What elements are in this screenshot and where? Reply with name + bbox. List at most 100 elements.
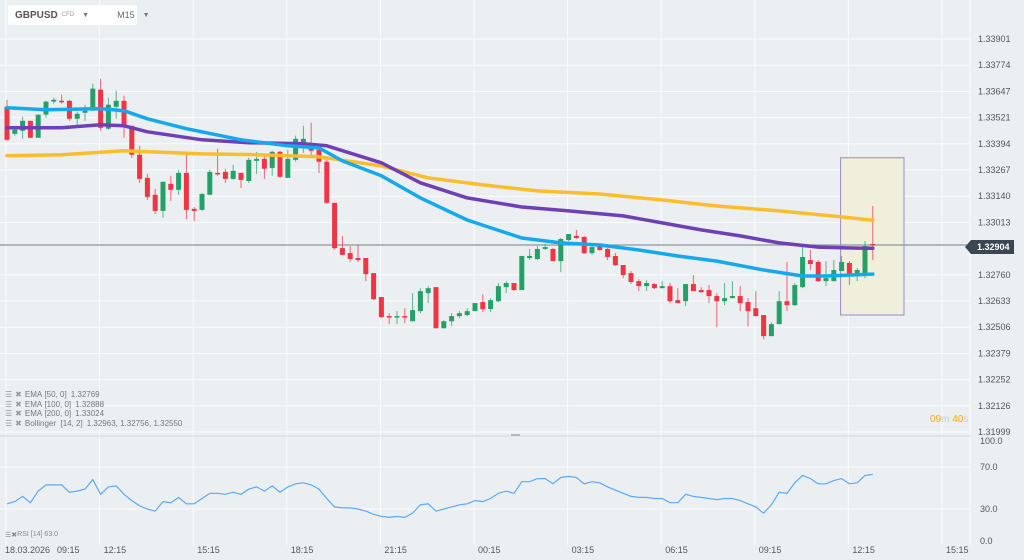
time-axis[interactable]: 18.03.2026 09:15 12:15 15:15 18:15 21:15 00:15… (5, 545, 969, 555)
price-tick-label: 1.33140 (978, 191, 1011, 201)
rsi-value: 63.0 (44, 531, 59, 538)
candle-bearish (378, 297, 384, 318)
timeframe-dropdown-icon[interactable]: ▼ (142, 11, 150, 19)
settings-icon[interactable]: ☰ (5, 409, 13, 418)
rsi-params: [14] (30, 531, 43, 538)
candle-bullish (566, 234, 572, 241)
candle-bearish (339, 248, 345, 255)
price-tick-label: 1.32252 (978, 375, 1011, 385)
candle-bearish (605, 248, 611, 257)
candle-bullish (456, 313, 462, 317)
close-icon[interactable]: ✖ (15, 390, 22, 399)
candle-bullish (644, 283, 650, 287)
time-tick-label: 12:15 (852, 545, 875, 555)
symbol-name[interactable]: GBPUSD (15, 9, 58, 21)
pane-resize-handle[interactable] (511, 434, 520, 436)
candle-bearish (129, 125, 135, 155)
candle-bullish (300, 138, 306, 145)
time-tick-label: 12:15 (104, 545, 127, 555)
candle-bearish (4, 106, 10, 140)
candle-bearish (332, 202, 338, 249)
candle-bearish (651, 284, 657, 289)
candle-bullish (20, 120, 26, 131)
candle-bullish (722, 298, 728, 302)
candle-bullish (792, 285, 798, 306)
candle-bullish (589, 247, 595, 254)
candle-bullish (160, 181, 166, 211)
close-icon[interactable]: ✖ (11, 532, 18, 539)
time-tick-label: 00:15 (478, 545, 501, 555)
candle-bearish (144, 177, 150, 197)
close-icon[interactable]: ✖ (15, 418, 22, 428)
candle-bullish (823, 278, 829, 282)
candle-bullish (495, 286, 501, 302)
candle-bearish (846, 262, 852, 275)
price-axis[interactable]: 1.33901 1.33774 1.33647 1.33521 1.33394 1.332… (978, 34, 1011, 437)
candle-bearish (675, 300, 681, 304)
candle-bearish (612, 255, 618, 266)
candle-bearish (807, 260, 813, 265)
candle-bullish (862, 246, 868, 274)
candle-bearish (222, 171, 228, 179)
candle-bearish (191, 208, 197, 211)
legend-params: [14, 2] (60, 418, 83, 428)
legend-label: EMA (24, 409, 43, 418)
symbol-selector[interactable]: GBPUSD CFD ▼ M15 ▼ (8, 5, 150, 25)
candle-bearish (59, 100, 65, 103)
candle-bearish (308, 148, 314, 151)
legend-ema100: ☰ ✖ EMA [100, 0] 1.32888 (5, 400, 182, 410)
settings-icon[interactable]: ☰ (5, 399, 13, 409)
legend-ema50: ☰ ✖ EMA [50, 0] 1.32769 (5, 390, 182, 400)
price-tick-label: 1.32760 (978, 270, 1011, 280)
legend-label: EMA (24, 390, 43, 399)
candle-bearish (433, 287, 439, 329)
settings-icon[interactable]: ☰ (5, 532, 12, 539)
candle-bearish (761, 315, 767, 337)
instrument-type: CFD (61, 12, 75, 18)
symbol-dropdown-icon[interactable]: ▼ (82, 11, 90, 19)
settings-icon[interactable]: ☰ (5, 418, 13, 428)
price-tick-label: 1.33774 (978, 60, 1011, 70)
price-tick-label: 1.32379 (978, 348, 1011, 358)
candle-bullish (488, 300, 494, 310)
candle-bearish (347, 253, 353, 260)
current-price-tag: 1.32904 (965, 240, 1014, 254)
price-tick-label: 1.32126 (978, 401, 1011, 411)
time-tick-label: 03:15 (572, 545, 595, 555)
price-tick-label: 1.33013 (978, 217, 1011, 227)
candle-bullish (269, 151, 275, 168)
price-tick-label: 1.32633 (978, 296, 1011, 306)
candle-bearish (745, 302, 751, 312)
candle-bullish (558, 239, 564, 262)
price-tick-label: 1.31999 (978, 427, 1011, 437)
candle-bearish (355, 258, 361, 261)
price-tick-label: 1.32506 (978, 322, 1011, 332)
timeframe-selector[interactable]: M15 (117, 10, 135, 20)
rsi-tick-label: 70.0 (980, 462, 998, 472)
candle-bullish (503, 283, 509, 288)
candle-bearish (573, 235, 579, 238)
legend-label: Bollinger (24, 418, 57, 428)
close-icon[interactable]: ✖ (15, 399, 22, 409)
candle-bearish (480, 302, 486, 310)
candle-bullish (464, 311, 470, 316)
close-icon[interactable]: ✖ (15, 409, 22, 418)
settings-icon[interactable]: ☰ (5, 390, 13, 399)
ema-lines (5, 106, 875, 278)
time-tick-label: 06:15 (665, 545, 688, 555)
candle-bearish (737, 296, 743, 304)
candle-bullish (410, 310, 416, 322)
candle-bearish (363, 258, 369, 275)
candle-bearish (277, 151, 283, 177)
candle-bullish (542, 247, 548, 249)
legend-params: [200, 0] (44, 409, 72, 418)
rsi-legend: ☰ ✖ RSI [14] 63.0 (5, 531, 58, 539)
time-tick-label: 09:15 (759, 545, 782, 555)
candle-bearish (324, 161, 330, 203)
grid (0, 0, 971, 545)
candle-bearish (690, 284, 696, 292)
legend-bollinger: ☰ ✖ Bollinger [14, 2] 1.32963, 1.32756, 1.3… (5, 419, 182, 429)
candle-bearish (550, 248, 556, 262)
candle-bearish (402, 316, 408, 318)
